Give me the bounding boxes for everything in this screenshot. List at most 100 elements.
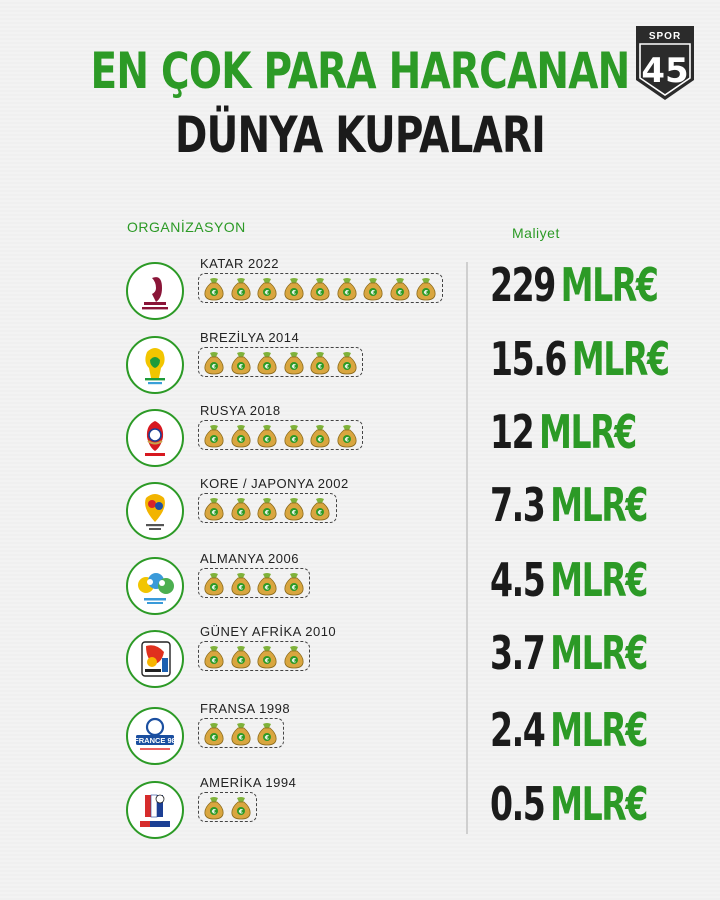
south-africa-2010-emblem-icon [126, 630, 184, 688]
world-cup-row: GÜNEY AFRİKA 2010 € € € €3.7 MLR€ [0, 624, 720, 702]
germany-2006-emblem-icon [126, 557, 184, 615]
svg-text:€: € [264, 289, 269, 296]
money-bag-bar: € € [198, 792, 257, 822]
cost-label: 4.5 MLR€ [490, 553, 648, 607]
money-bag-euro-icon: € [283, 425, 304, 448]
money-bag-euro-icon: € [310, 498, 330, 521]
money-bag-euro-icon: € [257, 573, 277, 596]
qatar-2022-emblem-icon [126, 262, 184, 320]
cost-unit: MLR€ [550, 626, 648, 680]
organization-name: AMERİKA 1994 [200, 775, 297, 790]
money-bag-euro-icon: € [283, 573, 304, 596]
cost-value: 229 [490, 258, 556, 312]
svg-text:€: € [343, 363, 348, 370]
money-bag-euro-icon: € [204, 723, 224, 746]
money-bag-euro-icon: € [310, 278, 330, 301]
organization-name: GÜNEY AFRİKA 2010 [200, 624, 337, 639]
money-bag-euro-icon: € [336, 278, 357, 301]
money-bag-euro-icon: € [257, 498, 277, 521]
svg-text:€: € [211, 808, 216, 815]
money-bag-euro-icon: € [283, 278, 304, 301]
svg-text:€: € [211, 363, 216, 370]
svg-text:€: € [264, 657, 269, 664]
money-bag-euro-icon: € [204, 278, 224, 301]
svg-text:€: € [264, 734, 269, 741]
svg-text:€: € [423, 289, 428, 296]
money-bag-euro-icon: € [257, 352, 277, 375]
money-bag-bar: € € € € € € € € € [198, 273, 443, 303]
cost-unit: MLR€ [538, 405, 637, 459]
svg-text:€: € [317, 436, 322, 443]
cost-label: 3.7 MLR€ [490, 626, 648, 680]
svg-text:€: € [211, 657, 216, 664]
money-bag-euro-icon: € [204, 352, 224, 375]
korea-japan-2002-emblem-icon [126, 482, 184, 540]
cost-unit: MLR€ [550, 478, 648, 532]
cost-label: 7.3 MLR€ [490, 478, 648, 532]
money-bag-euro-icon: € [310, 425, 330, 448]
organization-name: ALMANYA 2006 [200, 551, 299, 566]
svg-text:€: € [237, 363, 242, 370]
money-bag-euro-icon: € [230, 278, 251, 301]
organization-name: RUSYA 2018 [200, 403, 281, 418]
money-bag-euro-icon: € [257, 278, 277, 301]
money-bag-bar: € € € [198, 718, 284, 748]
svg-text:€: € [211, 289, 216, 296]
organization-name: FRANSA 1998 [200, 701, 291, 716]
svg-text:€: € [237, 584, 242, 591]
svg-text:€: € [264, 584, 269, 591]
money-bag-euro-icon: € [204, 425, 224, 448]
money-bag-euro-icon: € [257, 646, 277, 669]
svg-text:€: € [317, 509, 322, 516]
world-cup-row: KORE / JAPONYA 2002 € € € € €7.3 MLR€ [0, 476, 720, 554]
svg-text:€: € [211, 734, 216, 741]
svg-text:€: € [290, 436, 295, 443]
svg-text:€: € [237, 734, 242, 741]
cost-value: 0.5 [490, 777, 546, 831]
organization-name: KORE / JAPONYA 2002 [200, 476, 349, 491]
world-cup-row: FRANCE 98 FRANSA 1998 € € €2.4 MLR€ [0, 701, 720, 779]
cost-column-header: Maliyet [512, 225, 560, 241]
svg-text:€: € [317, 289, 322, 296]
cost-value: 7.3 [490, 478, 546, 532]
title-line-1: EN ÇOK PARA HARCANAN [90, 42, 631, 100]
money-bag-euro-icon: € [230, 723, 251, 746]
organization-name: KATAR 2022 [200, 256, 279, 271]
cost-value: 4.5 [490, 553, 546, 607]
svg-text:€: € [264, 436, 269, 443]
money-bag-euro-icon: € [257, 723, 277, 746]
money-bag-euro-icon: € [310, 352, 330, 375]
cost-value: 3.7 [490, 626, 546, 680]
svg-text:€: € [211, 584, 216, 591]
money-bag-bar: € € € € € € [198, 420, 363, 450]
cost-value: 15.6 [490, 332, 567, 386]
money-bag-euro-icon: € [416, 278, 436, 301]
cost-label: 0.5 MLR€ [490, 777, 648, 831]
svg-text:€: € [237, 808, 242, 815]
russia-2018-emblem-icon [126, 409, 184, 467]
svg-text:€: € [290, 584, 295, 591]
money-bag-bar: € € € € € [198, 493, 337, 523]
svg-text:€: € [370, 289, 375, 296]
usa-1994-emblem-icon [126, 781, 184, 839]
spor45-logo: SPOR 45 [636, 26, 694, 100]
money-bag-euro-icon: € [204, 498, 224, 521]
svg-text:€: € [290, 289, 295, 296]
money-bag-euro-icon: € [230, 352, 251, 375]
svg-text:FRANCE 98: FRANCE 98 [134, 736, 176, 745]
money-bag-euro-icon: € [283, 352, 304, 375]
svg-text:€: € [237, 436, 242, 443]
money-bag-euro-icon: € [283, 646, 304, 669]
svg-text:€: € [290, 509, 295, 516]
svg-text:€: € [211, 436, 216, 443]
money-bag-euro-icon: € [230, 498, 251, 521]
cost-unit: MLR€ [550, 777, 648, 831]
svg-text:€: € [343, 436, 348, 443]
money-bag-euro-icon: € [363, 278, 383, 301]
money-bag-euro-icon: € [230, 646, 251, 669]
cost-label: 2.4 MLR€ [490, 703, 648, 757]
organization-name: BREZİLYA 2014 [200, 330, 300, 345]
money-bag-bar: € € € € € € [198, 347, 363, 377]
svg-text:€: € [290, 363, 295, 370]
svg-text:€: € [317, 363, 322, 370]
